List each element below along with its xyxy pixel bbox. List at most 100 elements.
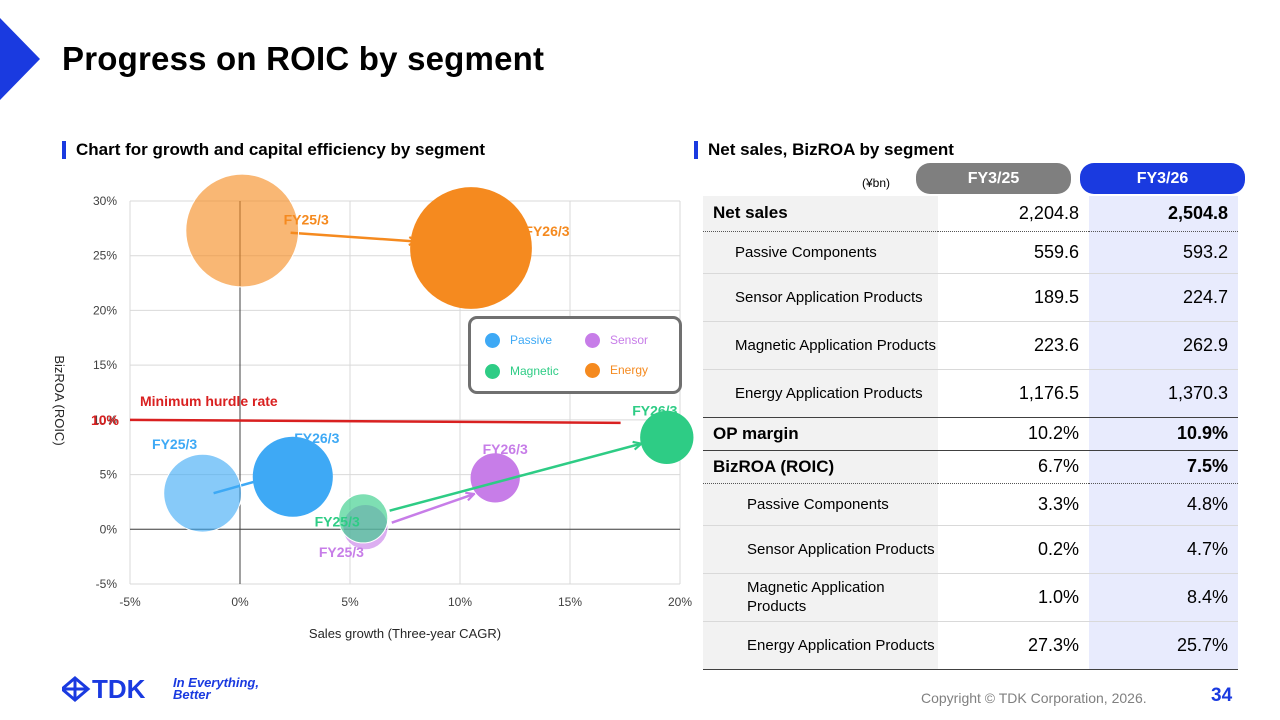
row-label: Magnetic Application Products [703, 320, 939, 369]
x-tick-label: 20% [668, 595, 692, 609]
row-label: Energy Application Products [703, 368, 939, 417]
tdk-logo-graphic: TDK In Everything, Better [59, 674, 259, 704]
bubble-energy-fy25 [185, 173, 300, 288]
corner-accent-triangle [0, 18, 40, 100]
value-fy3-26: 593.2 [1088, 230, 1238, 273]
column-header-fy3-26: FY3/26 [1080, 163, 1245, 194]
logo-tagline-line1: In Everything, [173, 676, 259, 690]
value-fy3-26: 4.8% [1088, 482, 1238, 525]
row-label: OP margin [703, 416, 939, 450]
chart-section-title: Chart for growth and capital efficiency … [62, 140, 485, 160]
segment-table: Net sales 2,204.8 2,504.8 Passive Component… [703, 196, 1238, 670]
bubble-passive-fy26 [252, 436, 333, 517]
table-row: Magnetic Application Products 223.6 262.9 [703, 320, 1238, 369]
trend-arrow-sensor [391, 494, 473, 524]
table-row: BizROA (ROIC) 6.7% 7.5% [703, 449, 1238, 483]
value-fy3-26: 1,370.3 [1088, 368, 1238, 417]
table-row: Net sales 2,204.8 2,504.8 [703, 196, 1238, 231]
legend-label-passive: Passive [510, 333, 553, 347]
tdk-logo: TDK In Everything, Better [59, 674, 282, 707]
x-tick-label: 0% [231, 595, 249, 609]
value-fy3-25: 0.2% [938, 524, 1089, 573]
legend-swatch-sensor [585, 333, 600, 349]
logo-tagline-line2: Better [173, 687, 212, 702]
row-label: Net sales [703, 196, 939, 231]
legend-label-energy: Energy [610, 363, 649, 377]
x-tick-label: 15% [558, 595, 582, 609]
point-label-passive-fy25: FY25/3 [152, 436, 197, 452]
unit-label: (¥bn) [862, 176, 891, 190]
hurdle-axis-label: 10% [91, 412, 120, 428]
row-label: BizROA (ROIC) [703, 449, 939, 483]
table-row: Passive Components 559.6 593.2 [703, 230, 1238, 273]
table-row: Energy Application Products 27.3% 25.7% [703, 620, 1238, 670]
legend-swatch-energy [585, 363, 600, 379]
y-tick-label: 20% [93, 303, 117, 317]
value-fy3-25: 223.6 [938, 320, 1089, 369]
bubble-chart: -5% 0% 5% 10% 15% 20% -5% 0% 5% 10% 15% 20% 25% 30% Sa… [52, 173, 694, 641]
tdk-emblem-icon [59, 676, 91, 702]
y-tick-label: 30% [93, 194, 117, 208]
row-label: Passive Components [703, 482, 939, 525]
table-row: Magnetic Application Products 1.0% 8.4% [703, 572, 1238, 621]
point-label-magnetic-fy25: FY25/3 [315, 513, 360, 529]
y-tick-label: 10% [93, 413, 117, 427]
bubble-passive-fy25 [163, 453, 242, 533]
y-tick-label: 5% [100, 468, 118, 482]
trend-arrow-magnetic [389, 444, 641, 512]
copyright: Copyright © TDK Corporation, 2026. [921, 690, 1147, 706]
value-fy3-25: 559.6 [938, 230, 1089, 273]
legend-item-energy: Energy [585, 363, 649, 379]
y-tick-label: -5% [96, 577, 118, 591]
legend-item-passive: Passive [485, 333, 553, 349]
x-tick-label: 10% [448, 595, 472, 609]
value-fy3-25: 3.3% [938, 482, 1089, 525]
y-tick-label: 25% [93, 249, 117, 263]
point-label-sensor-fy25: FY25/3 [319, 544, 364, 560]
legend-swatch-magnetic [485, 364, 500, 380]
value-fy3-25: 10.2% [938, 416, 1089, 450]
value-fy3-26: 4.7% [1088, 524, 1238, 573]
y-tick-label: 0% [100, 522, 118, 536]
value-fy3-25: 1.0% [938, 572, 1089, 621]
legend-item-sensor: Sensor [585, 333, 649, 349]
legend-item-magnetic: Magnetic [485, 364, 559, 380]
page-title: Progress on ROIC by segment [62, 40, 545, 77]
table-section-title: Net sales, BizROA by segment [694, 140, 954, 160]
value-fy3-26: 262.9 [1088, 320, 1238, 369]
row-label: Energy Application Products [703, 620, 939, 670]
bubble-energy-fy26 [410, 187, 532, 309]
legend-label-magnetic: Magnetic [510, 364, 559, 378]
table-row: Energy Application Products 1,176.5 1,370.… [703, 368, 1238, 417]
point-label-magnetic-fy26: FY26/3 [632, 402, 677, 418]
value-fy3-25: 1,176.5 [938, 368, 1089, 417]
row-label: Magnetic Application Products [703, 572, 939, 621]
value-fy3-25: 6.7% [938, 449, 1089, 483]
logo-wordmark: TDK [92, 676, 146, 702]
bubble-sensor-fy26 [470, 453, 520, 503]
hurdle-label: Minimum hurdle rate [140, 393, 278, 409]
point-label-energy-fy25: FY25/3 [284, 212, 329, 228]
legend-label-sensor: Sensor [610, 333, 649, 347]
row-label: Passive Components [703, 230, 939, 273]
y-tick-label: 15% [93, 358, 117, 372]
chart-legend: Passive Sensor Magnetic Energy [468, 316, 682, 394]
trend-arrow-energy [290, 231, 416, 242]
table-row: Passive Components 3.3% 4.8% [703, 482, 1238, 525]
table-row: Sensor Application Products 0.2% 4.7% [703, 524, 1238, 573]
hurdle-line [129, 418, 621, 425]
value-fy3-26: 25.7% [1088, 620, 1238, 670]
value-fy3-26: 7.5% [1088, 449, 1238, 483]
x-axis-title: Sales growth (Three-year CAGR) [309, 626, 501, 641]
value-fy3-26: 2,504.8 [1088, 196, 1238, 231]
value-fy3-26: 8.4% [1088, 572, 1238, 621]
value-fy3-25: 27.3% [938, 620, 1089, 670]
point-label-passive-fy26: FY26/3 [294, 430, 339, 446]
point-label-energy-fy26: FY26/3 [524, 223, 569, 239]
y-axis-title: BizROA (ROIC) [52, 355, 67, 445]
value-fy3-25: 2,204.8 [1018, 202, 1079, 223]
bubble-magnetic-fy25 [338, 493, 389, 544]
column-header-fy3-25: FY3/25 [916, 163, 1071, 194]
page-number: 34 [1211, 685, 1233, 706]
table-row: Sensor Application Products 189.5 224.7 [703, 272, 1238, 321]
